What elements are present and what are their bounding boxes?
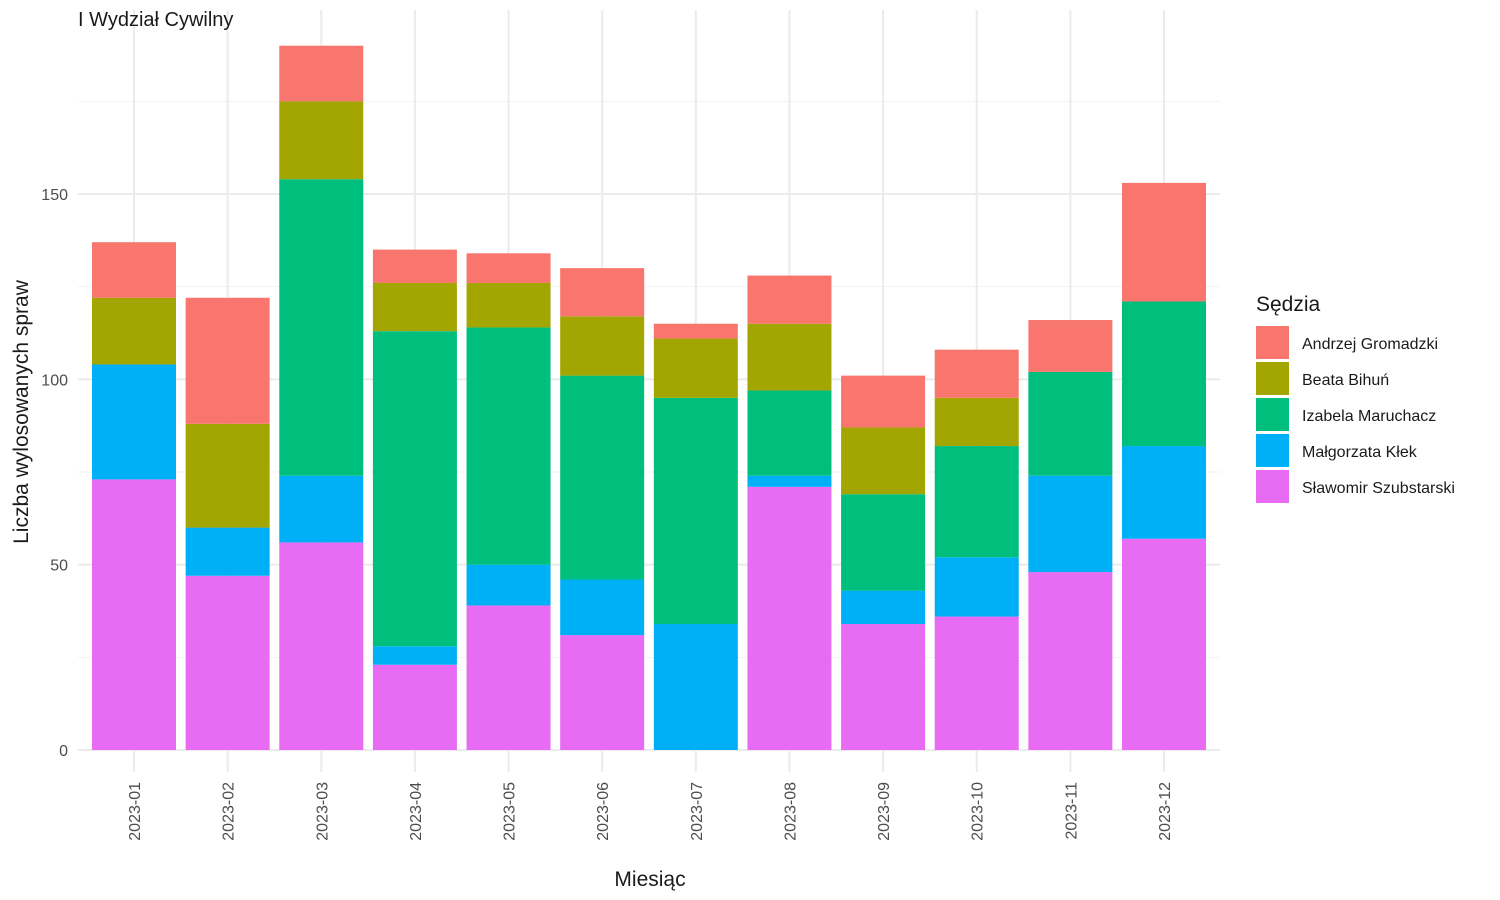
legend-key bbox=[1256, 470, 1289, 503]
bar-segment bbox=[372, 646, 457, 665]
y-axis-label: Liczba wylosowanych spraw bbox=[10, 279, 33, 544]
legend-title: Sędzia bbox=[1256, 293, 1321, 316]
legend-key bbox=[1256, 434, 1289, 467]
bar-segment bbox=[934, 397, 1019, 447]
x-tick-label: 2023-04 bbox=[408, 782, 425, 841]
bar-segment bbox=[560, 316, 645, 376]
bar-segment bbox=[653, 323, 738, 339]
bar-segment bbox=[279, 101, 364, 180]
bar-segment bbox=[185, 297, 270, 424]
x-tick-label: 2023-05 bbox=[502, 782, 519, 841]
x-tick-label: 2023-02 bbox=[221, 782, 238, 841]
bar-segment bbox=[841, 590, 926, 624]
bar-segment bbox=[279, 45, 364, 102]
bar-segment bbox=[934, 557, 1019, 617]
bar-segment bbox=[1028, 371, 1113, 476]
bar-segment bbox=[372, 249, 457, 283]
bar-segment bbox=[560, 268, 645, 317]
legend-key bbox=[1256, 326, 1289, 359]
bar-segment bbox=[653, 397, 738, 624]
bar-segment bbox=[279, 475, 364, 543]
bar-segment bbox=[934, 446, 1019, 558]
bar-segment bbox=[1122, 446, 1206, 539]
legend-label: Małgorzata Kłek bbox=[1302, 444, 1418, 461]
x-axis-label: Miesiąc bbox=[614, 868, 685, 891]
x-tick-label: 2023-10 bbox=[970, 782, 987, 841]
bar-segment bbox=[279, 542, 364, 750]
bar-segment bbox=[560, 635, 645, 750]
y-axis-ticks: 0 50 100 150 bbox=[41, 187, 68, 760]
bar-segment bbox=[560, 579, 645, 636]
bar-segment bbox=[92, 242, 176, 298]
bar-segment bbox=[279, 179, 364, 476]
bar-segment bbox=[747, 390, 832, 476]
legend-label: Beata Bihuń bbox=[1302, 372, 1389, 389]
bar-segment bbox=[1122, 301, 1206, 447]
x-tick-label: 2023-07 bbox=[689, 782, 706, 841]
x-tick-label: 2023-06 bbox=[595, 782, 612, 841]
bar-segment bbox=[653, 623, 738, 750]
bar-segment bbox=[841, 623, 926, 750]
bar-segment bbox=[92, 297, 176, 365]
bar-segment bbox=[747, 323, 832, 391]
bar-segment bbox=[841, 427, 926, 495]
bar-segment bbox=[747, 275, 832, 324]
chart-title: I Wydział Cywilny bbox=[78, 9, 233, 31]
y-tick-label: 50 bbox=[50, 558, 68, 575]
bar-segment bbox=[185, 423, 270, 528]
x-tick-label: 2023-11 bbox=[1063, 782, 1080, 840]
bar-segment bbox=[372, 331, 457, 647]
y-tick-label: 150 bbox=[41, 187, 68, 204]
x-tick-label: 2023-03 bbox=[314, 782, 331, 841]
bar-segment bbox=[466, 564, 551, 606]
bar-segment bbox=[934, 349, 1019, 398]
x-axis-ticks: 2023-01 2023-02 2023-03 2023-04 2023-05 2023-… bbox=[127, 782, 1174, 841]
bar-segment bbox=[466, 605, 551, 750]
bar-segment bbox=[1122, 182, 1206, 302]
bar-segment bbox=[92, 479, 176, 750]
bar-segment bbox=[747, 486, 832, 750]
bar-segment bbox=[934, 616, 1019, 750]
y-tick-label: 0 bbox=[59, 743, 68, 760]
x-tick-label: 2023-01 bbox=[127, 782, 144, 841]
bar-segment bbox=[560, 375, 645, 580]
bar-segment bbox=[1028, 475, 1113, 573]
bar-segment bbox=[185, 575, 270, 750]
x-tick-label: 2023-08 bbox=[782, 782, 799, 841]
bar-segment bbox=[92, 364, 176, 480]
bar-segment bbox=[653, 338, 738, 398]
x-tick-label: 2023-09 bbox=[876, 782, 893, 841]
bar-segment bbox=[841, 494, 926, 591]
legend-label: Izabela Maruchacz bbox=[1302, 408, 1436, 425]
bar-segment bbox=[372, 664, 457, 750]
bar-segment bbox=[466, 253, 551, 283]
legend-key bbox=[1256, 362, 1289, 395]
bar-segment bbox=[372, 282, 457, 332]
legend-label: Andrzej Gromadzki bbox=[1302, 336, 1438, 353]
bar-segment bbox=[841, 375, 926, 428]
legend: Sędzia Andrzej Gromadzki Beata Bihuń Izabe… bbox=[1256, 293, 1455, 503]
legend-label: Sławomir Szubstarski bbox=[1302, 480, 1455, 497]
bar-segment bbox=[1122, 538, 1206, 750]
bar-segment bbox=[1028, 572, 1113, 750]
bars bbox=[92, 45, 1206, 750]
bar-segment bbox=[747, 475, 832, 487]
y-tick-label: 100 bbox=[41, 372, 68, 389]
bar-segment bbox=[466, 282, 551, 328]
legend-key bbox=[1256, 398, 1289, 431]
bar-segment bbox=[1028, 320, 1113, 372]
bar-segment bbox=[466, 327, 551, 565]
x-tick-label: 2023-12 bbox=[1157, 782, 1174, 841]
bar-segment bbox=[185, 527, 270, 576]
